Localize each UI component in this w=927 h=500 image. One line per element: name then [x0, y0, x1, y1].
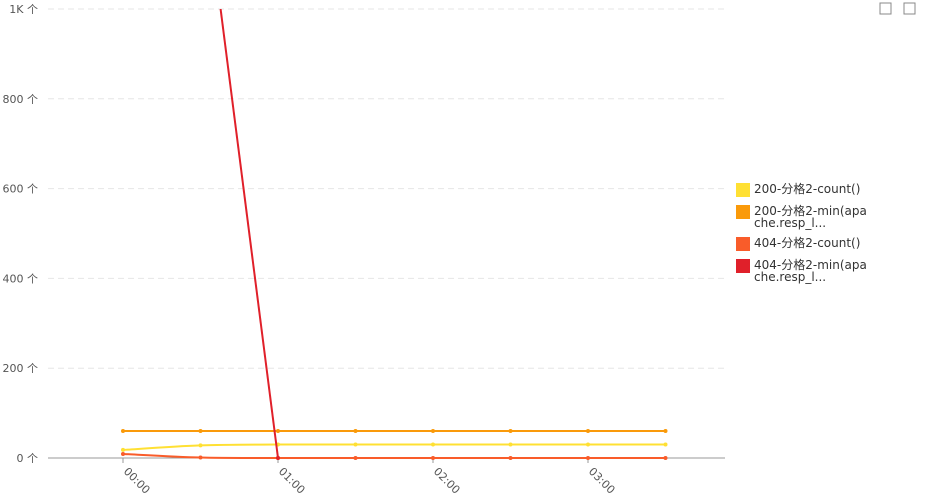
- data-point: [198, 429, 203, 434]
- legend-item[interactable]: 404-分格2-count(): [736, 237, 876, 251]
- plot-area: [121, 9, 668, 460]
- data-point: [431, 442, 435, 447]
- y-tick-label: 600 个: [3, 183, 39, 196]
- data-point: [353, 442, 358, 447]
- zoom-icon[interactable]: [879, 2, 892, 15]
- legend-swatch: [736, 183, 750, 197]
- data-point: [663, 442, 668, 447]
- y-tick-label: 400 个: [3, 272, 39, 285]
- data-point: [431, 456, 435, 460]
- toolbar[interactable]: [879, 2, 916, 15]
- reset-icon[interactable]: [903, 2, 916, 15]
- data-point: [431, 429, 435, 434]
- legend-item[interactable]: 404-分格2-min(apache.resp_l...: [736, 259, 876, 283]
- series-line: [219, 9, 279, 459]
- x-tick-label: 02:00: [431, 465, 463, 496]
- y-tick-label: 1K 个: [9, 3, 38, 16]
- legend-label: 404-分格2-min(apache.resp_l...: [754, 258, 867, 284]
- legend-swatch: [736, 259, 750, 273]
- data-point: [508, 442, 513, 447]
- data-point: [663, 429, 668, 434]
- data-point: [353, 456, 358, 460]
- data-point: [586, 429, 590, 434]
- legend-swatch: [736, 205, 750, 219]
- data-point: [121, 429, 125, 434]
- legend-label: 404-分格2-count(): [754, 236, 861, 250]
- data-point: [663, 456, 668, 460]
- y-tick-label: 200 个: [3, 362, 39, 375]
- series-line: [122, 452, 666, 460]
- data-point: [276, 429, 280, 434]
- legend-label: 200-分格2-min(apache.resp_l...: [754, 204, 867, 230]
- data-point: [586, 442, 590, 447]
- x-tick-label: 03:00: [586, 465, 618, 496]
- y-tick-label: 0 个: [17, 452, 39, 465]
- data-point: [508, 429, 513, 434]
- y-tick-label: 800 个: [3, 93, 39, 106]
- legend: 200-分格2-count() 200-分格2-min(apache.resp_l…: [736, 183, 876, 291]
- data-point: [121, 447, 125, 452]
- legend-item[interactable]: 200-分格2-min(apache.resp_l...: [736, 205, 876, 229]
- legend-item[interactable]: 200-分格2-count(): [736, 183, 876, 197]
- data-point: [276, 456, 280, 460]
- data-point: [121, 451, 125, 456]
- data-point: [198, 443, 203, 448]
- x-tick-label: 01:00: [276, 465, 308, 496]
- legend-label: 200-分格2-count(): [754, 182, 861, 196]
- data-point: [198, 455, 203, 460]
- x-tick-label: 00:00: [121, 465, 153, 496]
- legend-swatch: [736, 237, 750, 251]
- data-point: [586, 456, 590, 460]
- series-line: [122, 443, 666, 451]
- data-point: [353, 429, 358, 434]
- data-point: [508, 456, 513, 460]
